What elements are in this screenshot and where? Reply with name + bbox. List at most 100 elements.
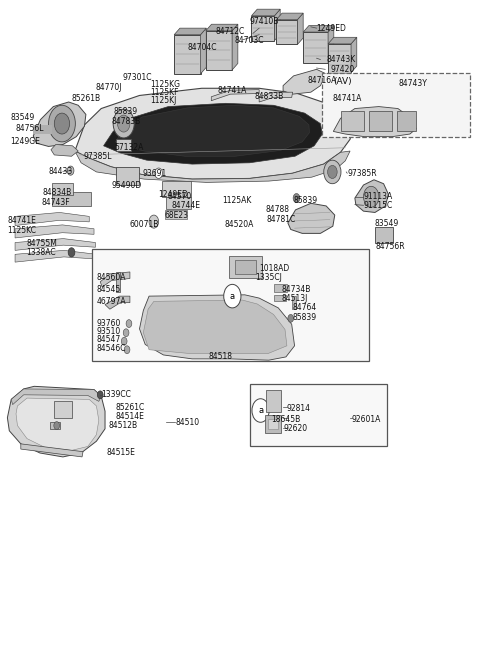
Text: 1125KC: 1125KC [7, 225, 36, 234]
Text: 18645B: 18645B [271, 415, 300, 424]
Text: 84515E: 84515E [107, 449, 136, 457]
Circle shape [224, 284, 241, 308]
Text: 84513J: 84513J [281, 293, 308, 303]
Text: 85261B: 85261B [72, 94, 101, 103]
Text: 84781C: 84781C [266, 214, 296, 223]
Text: a: a [258, 406, 263, 415]
Text: 91113A: 91113A [363, 193, 393, 201]
Text: a: a [230, 291, 235, 301]
Text: 84756R: 84756R [376, 242, 406, 251]
Bar [174, 35, 201, 74]
Text: 97420: 97420 [331, 65, 355, 74]
Bar [276, 20, 298, 45]
Circle shape [252, 399, 269, 422]
Bar [328, 44, 351, 73]
Text: 84716A: 84716A [307, 76, 336, 85]
Circle shape [363, 186, 379, 207]
Bar [266, 390, 281, 413]
Circle shape [54, 422, 60, 430]
Text: 1018AD: 1018AD [259, 263, 289, 272]
Polygon shape [15, 212, 89, 225]
Text: 68E23: 68E23 [164, 211, 188, 220]
Text: 1339CC: 1339CC [101, 390, 131, 400]
Text: 84770J: 84770J [96, 83, 122, 92]
Polygon shape [116, 105, 310, 157]
Text: 84743F: 84743F [41, 198, 70, 207]
Circle shape [97, 391, 103, 399]
Circle shape [124, 346, 130, 354]
Bar [92, 249, 369, 362]
Text: 85261C: 85261C [116, 403, 145, 413]
Text: 92601A: 92601A [351, 415, 381, 424]
Circle shape [327, 166, 337, 178]
Polygon shape [51, 145, 78, 157]
Polygon shape [174, 28, 206, 35]
Text: 95490D: 95490D [112, 181, 142, 189]
Bar [397, 111, 416, 132]
Bar [162, 181, 191, 196]
Polygon shape [275, 9, 280, 41]
Polygon shape [303, 26, 334, 32]
Text: 97385L: 97385L [83, 152, 111, 160]
Polygon shape [276, 13, 303, 20]
Text: 84741E: 84741E [7, 215, 36, 225]
Text: 1249ED: 1249ED [317, 24, 347, 33]
Polygon shape [16, 398, 99, 451]
Circle shape [54, 113, 70, 134]
Polygon shape [100, 272, 130, 287]
Text: 1125KG: 1125KG [150, 80, 180, 89]
Text: 85839: 85839 [113, 107, 137, 117]
Text: 84743K: 84743K [326, 55, 355, 64]
Polygon shape [351, 37, 357, 73]
Text: 83549: 83549 [374, 219, 398, 228]
Bar [166, 196, 191, 208]
Bar [341, 111, 364, 132]
Text: (AV): (AV) [333, 77, 351, 86]
Circle shape [113, 109, 134, 138]
Bar [323, 73, 470, 137]
Polygon shape [328, 37, 357, 44]
Text: 84518: 84518 [209, 352, 233, 361]
Text: 60071B: 60071B [130, 219, 159, 229]
Text: 84712C: 84712C [215, 27, 244, 36]
Bar [33, 125, 52, 134]
Polygon shape [206, 24, 238, 31]
Bar [54, 401, 72, 418]
Bar [252, 16, 275, 41]
Text: 84764: 84764 [293, 303, 317, 312]
Bar [206, 31, 232, 70]
Bar [235, 259, 256, 274]
Text: 84520A: 84520A [225, 219, 254, 229]
Text: 1249GE: 1249GE [10, 137, 40, 145]
Text: 84514E: 84514E [116, 412, 144, 421]
Text: 93510: 93510 [96, 327, 120, 336]
Text: 92814: 92814 [287, 404, 311, 413]
Text: 83549: 83549 [10, 113, 35, 122]
Bar [116, 272, 120, 291]
Bar [116, 140, 131, 151]
Text: 84743Y: 84743Y [399, 79, 428, 88]
Text: 1125KF: 1125KF [150, 88, 179, 97]
Bar [275, 295, 286, 301]
Text: 84741A: 84741A [333, 94, 362, 103]
Polygon shape [201, 28, 206, 74]
Polygon shape [75, 151, 350, 182]
Text: 97385R: 97385R [347, 169, 377, 178]
Text: 1338AC: 1338AC [26, 248, 56, 257]
Polygon shape [355, 179, 388, 212]
Text: 1125AK: 1125AK [222, 196, 251, 204]
Polygon shape [11, 389, 101, 405]
Circle shape [155, 168, 162, 178]
Polygon shape [104, 103, 323, 164]
Circle shape [68, 248, 75, 257]
Text: 84744E: 84744E [171, 202, 200, 210]
Polygon shape [144, 300, 287, 354]
Text: 84734B: 84734B [281, 285, 311, 294]
Polygon shape [21, 444, 83, 457]
Text: 97410B: 97410B [250, 17, 279, 26]
Polygon shape [7, 386, 105, 457]
Text: 91115C: 91115C [363, 201, 393, 210]
Bar [292, 296, 296, 309]
Text: 84704C: 84704C [187, 43, 217, 52]
Polygon shape [15, 225, 94, 238]
